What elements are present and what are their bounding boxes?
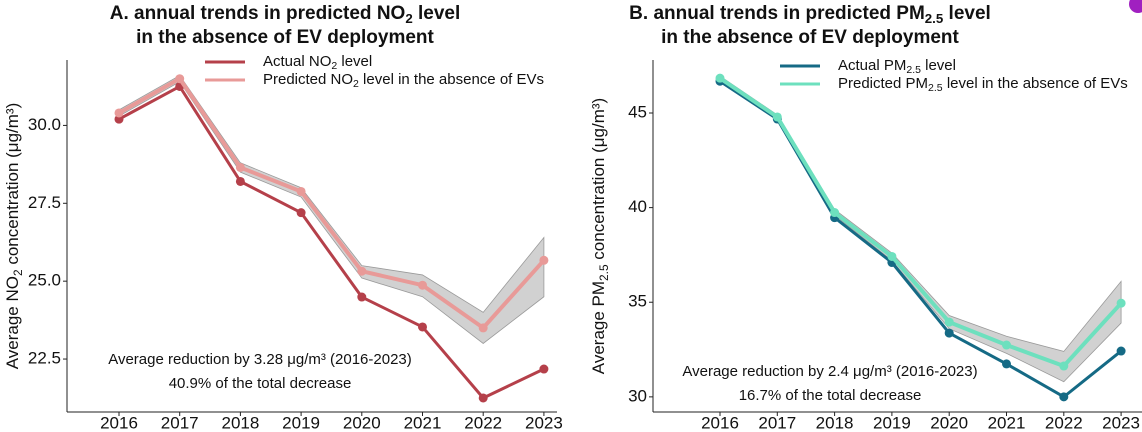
annotation: 16.7% of the total decrease: [739, 387, 922, 404]
x-tick-label: 2016: [100, 413, 138, 432]
text-part: in the absence of EV deployment: [661, 27, 959, 48]
data-point: [887, 251, 897, 261]
text-part: Average PM: [589, 281, 608, 374]
text-part: 2: [353, 78, 359, 90]
data-point: [235, 162, 245, 172]
text-part: level: [337, 53, 372, 70]
x-tick-label: 2021: [404, 413, 442, 432]
legend-label: Predicted NO2 level in the absence of EV…: [263, 71, 544, 90]
series-line: [118, 76, 546, 331]
series-line: [118, 84, 545, 400]
text-part: 2.5: [906, 64, 921, 76]
text-part: concentration (μg/m³): [589, 98, 608, 265]
data-point: [296, 186, 306, 196]
y-tick-label: 30.0: [28, 115, 61, 134]
text-part: 2.5: [597, 264, 611, 281]
chart-title: A. annual trends in predicted NO2 level: [110, 3, 461, 26]
data-point: [175, 74, 185, 84]
text-part: Predicted NO: [263, 71, 353, 88]
legend-label: Actual PM2.5 level: [838, 57, 956, 76]
corner-badge: [1129, 0, 1142, 13]
y-tick-label: 25.0: [28, 271, 61, 290]
legend-label: Actual NO2 level: [263, 53, 372, 72]
data-point: [1002, 340, 1011, 350]
y-tick-label: 27.5: [28, 193, 61, 212]
x-tick-label: 2018: [221, 413, 259, 432]
data-point: [944, 328, 954, 338]
x-tick-label: 2020: [930, 413, 968, 432]
data-point: [772, 112, 782, 122]
legend-label: Predicted PM2.5 level in the absence of …: [838, 75, 1128, 94]
chart-title: in the absence of EV deployment: [136, 27, 434, 48]
confidence-band: [118, 75, 545, 344]
annotation: Average reduction by 3.28 μg/m³ (2016-20…: [108, 351, 412, 368]
text-part: in the absence of EV deployment: [136, 27, 434, 48]
text-part: 2.5: [928, 82, 943, 94]
chart-title: in the absence of EV deployment: [661, 27, 959, 48]
text-part: 2.5: [925, 11, 944, 26]
data-point: [296, 208, 306, 218]
data-point: [1059, 361, 1069, 371]
x-tick-label: 2019: [873, 413, 911, 432]
text-part: Predicted PM: [838, 75, 928, 92]
text-part: concentration (μg/m³): [3, 103, 22, 270]
text-part: level in the absence of EVs: [943, 75, 1128, 92]
data-point: [539, 255, 549, 265]
text-part: level: [921, 57, 956, 74]
data-point: [235, 176, 245, 186]
x-tick-label: 2021: [988, 413, 1026, 432]
data-point: [478, 393, 488, 403]
data-point: [357, 292, 367, 302]
text-part: level: [413, 3, 461, 24]
data-point: [1059, 392, 1069, 402]
y-tick-label: 30: [628, 386, 647, 405]
series-line: [719, 79, 1123, 399]
data-point: [830, 208, 840, 218]
data-point: [539, 364, 549, 374]
data-point: [715, 73, 725, 83]
data-point: [478, 323, 488, 333]
text-part: A. annual trends in predicted NO: [110, 3, 406, 24]
x-tick-label: 2023: [1102, 413, 1140, 432]
text-part: Actual NO: [263, 53, 331, 70]
y-axis-label: Average NO2 concentration (μg/m³): [3, 103, 25, 370]
text-part: Average NO: [3, 276, 22, 369]
y-tick-label: 40: [628, 197, 647, 216]
text-part: 2: [331, 60, 337, 72]
x-tick-label: 2018: [816, 413, 854, 432]
text-part: 2: [405, 11, 412, 26]
x-tick-label: 2019: [282, 413, 320, 432]
data-point: [1116, 346, 1126, 356]
data-point: [944, 317, 954, 327]
data-point: [418, 280, 427, 290]
chart-title: B. annual trends in predicted PM2.5 leve…: [629, 3, 991, 26]
x-tick-label: 2022: [464, 413, 502, 432]
data-point: [418, 322, 427, 332]
x-tick-label: 2023: [525, 413, 563, 432]
y-tick-label: 45: [628, 102, 647, 121]
series-line: [718, 76, 1123, 369]
data-point: [1002, 359, 1011, 369]
data-point: [357, 266, 367, 276]
y-axis-label: Average PM2.5 concentration (μg/m³): [589, 98, 611, 374]
text-part: Actual PM: [838, 57, 906, 74]
text-part: 2: [11, 269, 25, 276]
text-part: level: [943, 3, 991, 24]
annotation: Average reduction by 2.4 μg/m³ (2016-202…: [682, 363, 977, 380]
x-tick-label: 2017: [758, 413, 796, 432]
data-point: [1116, 298, 1126, 308]
annotation: 40.9% of the total decrease: [169, 375, 352, 392]
data-point: [114, 114, 124, 124]
x-tick-label: 2017: [161, 413, 199, 432]
x-tick-label: 2022: [1045, 413, 1083, 432]
text-part: B. annual trends in predicted PM: [629, 3, 925, 24]
y-tick-label: 22.5: [28, 349, 61, 368]
x-tick-label: 2020: [343, 413, 381, 432]
x-tick-label: 2016: [701, 413, 739, 432]
y-tick-label: 35: [628, 292, 647, 311]
text-part: level in the absence of EVs: [359, 71, 544, 88]
data-point: [114, 108, 124, 118]
